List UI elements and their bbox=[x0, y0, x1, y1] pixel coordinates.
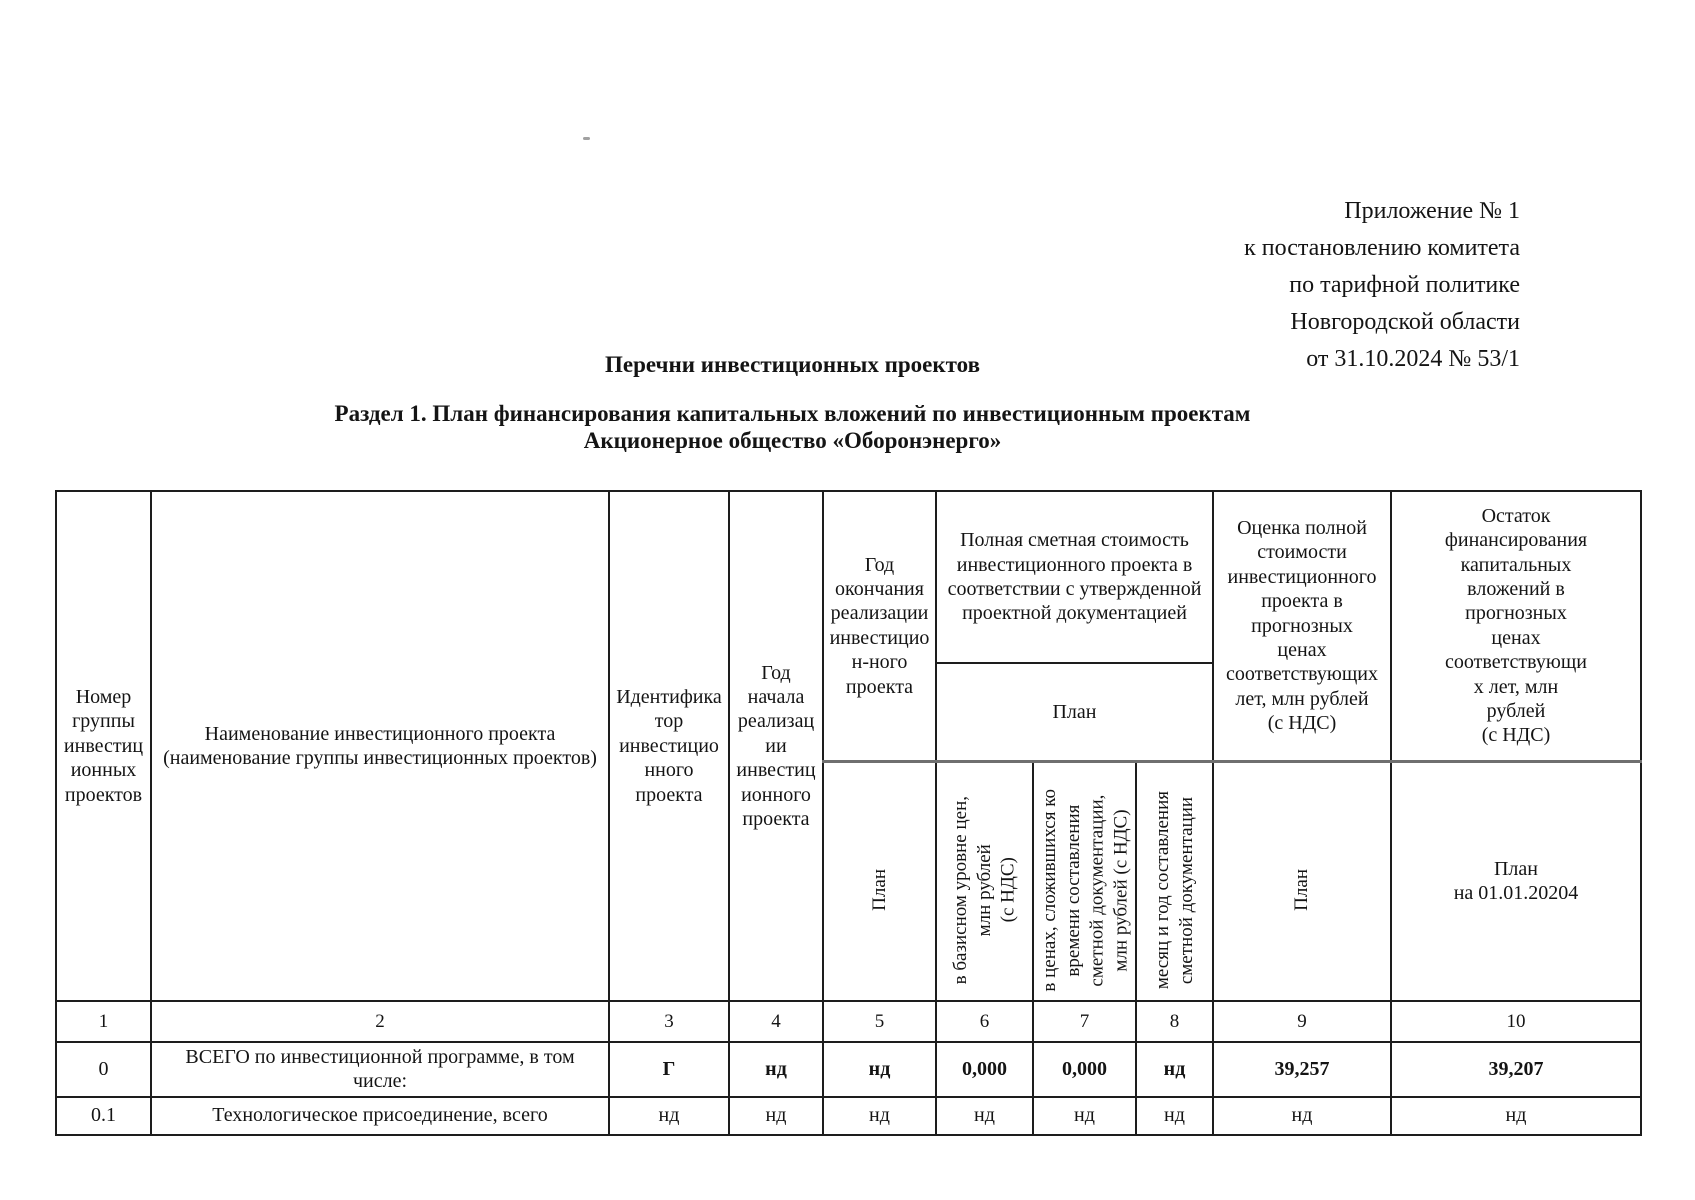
header-start-year: Год начала реализац ии инвестиц ионного … bbox=[728, 490, 824, 1002]
column-number: 1 bbox=[55, 999, 152, 1043]
column-number: 8 bbox=[1135, 999, 1214, 1043]
cell-group-number: 0 bbox=[55, 1040, 152, 1098]
cell-value: нд bbox=[1390, 1095, 1642, 1136]
cell-value: 39,207 bbox=[1390, 1040, 1642, 1098]
cell-value: нд bbox=[728, 1095, 824, 1136]
header-row-top: Номер группы инвестиц ионных проектов На… bbox=[55, 490, 1642, 1002]
header-base-price-level: в базисном уровне цен, млн рублей (с НДС… bbox=[935, 759, 1034, 1002]
cell-value: нд bbox=[608, 1095, 730, 1136]
column-number: 6 bbox=[935, 999, 1034, 1043]
vertical-label-plan-2: План bbox=[1291, 869, 1313, 912]
vertical-label-base-prices: в базисном уровне цен, млн рублей (с НДС… bbox=[949, 796, 1019, 985]
cell-value: 0,000 bbox=[1032, 1040, 1137, 1098]
header-project-name: Наименование инвестиционного проекта (на… bbox=[150, 490, 610, 1002]
column-number-row: 1 2 3 4 5 6 7 8 9 10 bbox=[55, 999, 1642, 1043]
header-row-plan-band: План bbox=[56, 662, 1641, 762]
table-row-total: 0 ВСЕГО по инвестиционной программе, в т… bbox=[55, 1040, 1642, 1098]
header-end-year: Год окончания реализации инвестицио н-но… bbox=[822, 490, 937, 762]
cell-value: нд bbox=[822, 1095, 937, 1136]
column-number: 10 bbox=[1390, 999, 1642, 1043]
section-title: Раздел 1. План финансирования капитальны… bbox=[334, 401, 1251, 426]
header-remaining-plan-date: План на 01.01.20204 bbox=[1390, 759, 1642, 1002]
column-number: 4 bbox=[728, 999, 824, 1043]
column-number: 5 bbox=[822, 999, 937, 1043]
section-title-block: Раздел 1. План финансирования капитальны… bbox=[0, 400, 1585, 454]
investment-projects-table: Номер группы инвестиц ионных проектов На… bbox=[55, 490, 1642, 1136]
cell-value: нд bbox=[1212, 1095, 1392, 1136]
header-cost-plan-band: План bbox=[935, 662, 1214, 762]
header-estimate-month-year: месяц и год составления сметной документ… bbox=[1135, 759, 1214, 1002]
cell-value: нд bbox=[822, 1040, 937, 1098]
cell-value: нд bbox=[1032, 1095, 1137, 1136]
document-title: Перечни инвестиционных проектов bbox=[605, 352, 980, 377]
cell-value: нд bbox=[728, 1040, 824, 1098]
column-number: 2 bbox=[150, 999, 610, 1043]
cell-value: нд bbox=[935, 1095, 1034, 1136]
header-end-year-plan: План bbox=[822, 759, 937, 1002]
header-group-number: Номер группы инвестиц ионных проектов bbox=[55, 490, 152, 1002]
header-remaining-financing: Остаток финансирования капитальных вложе… bbox=[1390, 490, 1642, 762]
header-full-estimated-cost-group: Полная сметная стоимость инвестиционного… bbox=[935, 490, 1214, 664]
table-row-tech-connection: 0.1 Технологическое присоединение, всего… bbox=[55, 1095, 1642, 1136]
cell-project-name: ВСЕГО по инвестиционной программе, в том… bbox=[150, 1040, 610, 1098]
header-prices-at-estimate-time: в ценах, сложившихся ко времени составле… bbox=[1032, 759, 1137, 1002]
column-number: 3 bbox=[608, 999, 730, 1043]
appendix-reference-block: Приложение № 1 к постановлению комитета … bbox=[1244, 198, 1520, 372]
cell-project-name: Технологическое присоединение, всего bbox=[150, 1095, 610, 1136]
cell-value: 0,000 bbox=[935, 1040, 1034, 1098]
vertical-label-plan: План bbox=[868, 869, 890, 912]
column-number: 9 bbox=[1212, 999, 1392, 1043]
header-full-cost-estimate: Оценка полной стоимости инвестиционного … bbox=[1212, 490, 1392, 762]
cell-group-number: 0.1 bbox=[55, 1095, 152, 1136]
organization-name: Акционерное общество «Оборонэнерго» bbox=[583, 428, 1002, 453]
vertical-label-estimate-prices: в ценах, сложившихся ко времени составле… bbox=[1039, 788, 1132, 992]
column-number: 7 bbox=[1032, 999, 1137, 1043]
vertical-label-month-year: месяц и год составления сметной документ… bbox=[1151, 791, 1197, 990]
header-project-id: Идентифика тор инвестицио нного проекта bbox=[608, 490, 730, 1002]
cell-value: нд bbox=[1135, 1095, 1214, 1136]
cell-value: 39,257 bbox=[1212, 1040, 1392, 1098]
cell-value: Г bbox=[608, 1040, 730, 1098]
cell-value: нд bbox=[1135, 1040, 1214, 1098]
header-full-cost-plan: План bbox=[1212, 759, 1392, 1002]
scan-artifact bbox=[583, 137, 590, 140]
header-row-vertical: План в базисном уровне цен, млн рублей (… bbox=[56, 759, 1642, 1002]
